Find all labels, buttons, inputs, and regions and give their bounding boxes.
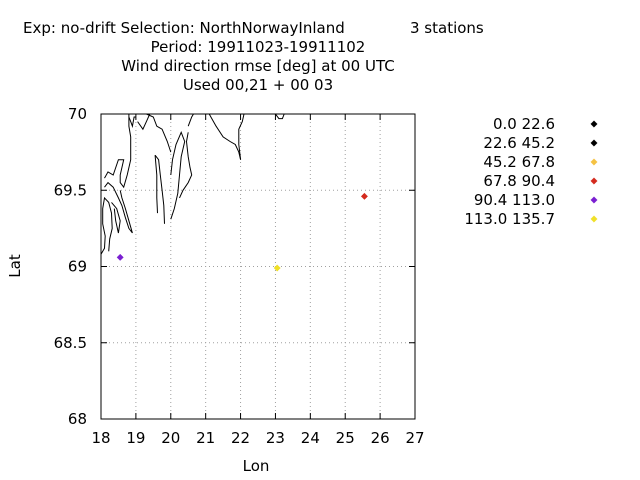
x-tick-label: 26 [371,429,390,447]
station-point [273,264,281,272]
x-tick-label: 21 [196,429,215,447]
coastline-segment [170,130,186,220]
y-axis-label: Lat [6,254,24,278]
title-line-2: Period: 19911023-19911102 [151,38,366,56]
station-point [116,253,124,261]
legend-marker [590,215,598,223]
point-layer [116,192,368,272]
legend-marker [590,120,598,128]
legend-marker [590,139,598,147]
x-tick-label: 22 [231,429,250,447]
y-tick-label: 68.5 [54,334,87,352]
coastline-segment [238,113,245,160]
legend-label: 90.4 113.0 [474,191,555,209]
x-tick-label: 18 [91,429,110,447]
x-tick-label: 24 [301,429,320,447]
legend-label: 22.6 45.2 [483,134,555,152]
y-tick-label: 69.5 [54,181,87,199]
legend: 0.0 22.622.6 45.245.2 67.867.8 90.490.4 … [464,115,598,228]
legend-marker [590,158,598,166]
coastline-segment [128,116,136,129]
x-tick-label: 25 [336,429,355,447]
x-axis-label: Lon [243,457,270,475]
title-line-3: Wind direction rmse [deg] at 00 UTC [121,57,394,75]
x-tick-label: 19 [126,429,145,447]
coastline-segment [154,155,158,214]
tick-layer: 18 19 20 21 22 23 24 25 26 27 68 68.5 69 69.5 70 [54,105,425,447]
coastline-layer [100,113,285,255]
y-tick-label: 68 [68,410,87,428]
legend-marker [590,177,598,185]
coastline-segment [104,114,132,189]
coastline-segment [111,202,121,234]
x-tick-label: 20 [161,429,180,447]
coastline-segment [208,113,242,160]
title-line-1-left: Exp: no-drift Selection: NorthNorwayInla… [23,19,345,37]
coastline-segment [137,113,151,131]
coastline-segment [146,113,172,153]
x-tick-label: 23 [266,429,285,447]
coastline-segment [104,181,133,234]
coastline-segment [100,196,113,255]
coastline-segment [275,113,285,120]
legend-label: 45.2 67.8 [483,153,555,171]
x-tick-label: 27 [405,429,424,447]
legend-label: 0.0 22.6 [493,115,555,133]
coastline-segment [179,132,193,199]
legend-label: 67.8 90.4 [483,172,555,190]
title-line-1-right: 3 stations [410,19,484,37]
legend-label: 113.0 135.7 [464,210,555,228]
y-tick-label: 69 [68,258,87,276]
y-tick-label: 70 [68,105,87,123]
coastline-segment [154,154,165,224]
grid-layer [101,114,415,419]
coastline-segment [187,113,194,127]
title-line-4: Used 00,21 + 00 03 [183,76,333,94]
station-point [360,192,368,200]
legend-marker [590,196,598,204]
